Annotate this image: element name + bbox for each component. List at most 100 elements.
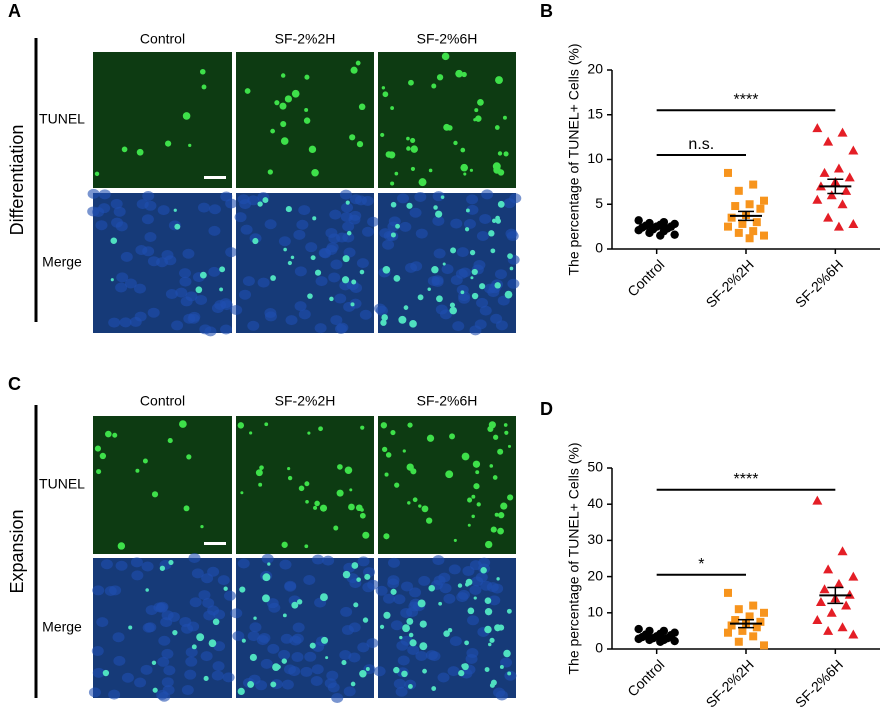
- nucleus: [456, 284, 469, 295]
- data-point: [760, 196, 768, 205]
- nucleus: [475, 572, 488, 583]
- nucleus: [448, 564, 461, 575]
- cell: [298, 485, 305, 492]
- nucleus: [497, 295, 510, 306]
- data-point: [823, 564, 834, 574]
- cell: [359, 269, 365, 275]
- nucleus: [232, 630, 245, 641]
- cell: [412, 497, 418, 503]
- y-tick-label: 5: [595, 195, 603, 211]
- cell: [280, 137, 289, 145]
- cell: [433, 205, 438, 210]
- nucleus: [175, 287, 188, 298]
- nucleus: [95, 220, 108, 231]
- data-point: [837, 199, 848, 209]
- nucleus: [494, 269, 507, 280]
- nucleus: [110, 198, 123, 209]
- cell: [167, 438, 173, 444]
- data-point: [634, 226, 643, 235]
- x-tick-label: SF-2%6H: [792, 656, 846, 710]
- nucleus: [141, 561, 154, 572]
- cell: [151, 491, 159, 498]
- cell: [381, 86, 386, 90]
- cell: [393, 666, 400, 674]
- nucleus: [399, 221, 412, 232]
- nucleus: [208, 225, 221, 236]
- nucleus: [330, 315, 343, 326]
- nucleus: [240, 224, 253, 235]
- nucleus: [443, 593, 456, 604]
- cell: [117, 542, 126, 550]
- cell: [359, 512, 366, 519]
- nucleus: [357, 642, 370, 653]
- nucleus: [268, 602, 281, 613]
- nucleus: [373, 666, 386, 677]
- cell: [427, 287, 431, 291]
- nucleus: [437, 672, 450, 683]
- cell: [358, 103, 366, 111]
- cell: [237, 422, 245, 429]
- nucleus: [479, 305, 492, 316]
- nucleus: [92, 667, 105, 678]
- column-label: SF-2%2H: [275, 393, 336, 409]
- cell: [380, 319, 387, 326]
- cell: [168, 559, 174, 566]
- data-point: [826, 607, 837, 617]
- nucleus: [328, 233, 341, 244]
- nucleus: [100, 559, 113, 570]
- nucleus: [291, 652, 304, 663]
- cell: [142, 458, 148, 464]
- nucleus: [367, 579, 380, 590]
- cell: [471, 494, 476, 499]
- cell: [436, 295, 443, 303]
- column-label: Control: [140, 31, 185, 47]
- cell: [422, 668, 427, 674]
- cell: [380, 132, 385, 138]
- nucleus: [450, 218, 463, 229]
- nucleus: [264, 311, 277, 322]
- cell: [186, 454, 192, 460]
- cell: [351, 279, 357, 285]
- nucleus: [171, 320, 184, 331]
- nucleus: [340, 606, 353, 617]
- cell: [447, 125, 453, 131]
- cell: [465, 578, 473, 586]
- nucleus: [488, 595, 501, 606]
- cell: [467, 497, 473, 503]
- cell: [388, 151, 396, 159]
- nucleus: [303, 575, 316, 586]
- nucleus: [450, 275, 463, 286]
- cell: [402, 624, 410, 633]
- cell: [212, 618, 220, 626]
- data-point: [756, 204, 765, 213]
- data-point: [731, 616, 740, 625]
- cell: [94, 445, 101, 452]
- cell: [500, 502, 508, 510]
- cell: [460, 163, 469, 172]
- cell: [458, 670, 465, 677]
- nucleus: [503, 198, 516, 209]
- nucleus: [334, 293, 347, 304]
- cell: [360, 508, 364, 512]
- nucleus: [113, 655, 126, 666]
- nucleus: [131, 570, 144, 581]
- cell: [480, 567, 487, 574]
- significance-label: ****: [734, 91, 759, 108]
- cell: [349, 488, 353, 492]
- cell: [274, 100, 280, 106]
- cell: [421, 505, 429, 513]
- cell: [152, 687, 158, 693]
- cell: [258, 482, 263, 487]
- cell: [464, 227, 470, 232]
- cell: [390, 201, 397, 208]
- cell: [390, 232, 396, 238]
- micrograph: [93, 416, 232, 554]
- nucleus: [415, 650, 428, 661]
- nucleus: [129, 316, 142, 327]
- cell: [394, 171, 399, 176]
- nucleus: [357, 556, 370, 567]
- cell: [267, 562, 271, 566]
- cell: [410, 166, 416, 171]
- cell: [200, 525, 204, 529]
- scale-bar: [204, 176, 226, 179]
